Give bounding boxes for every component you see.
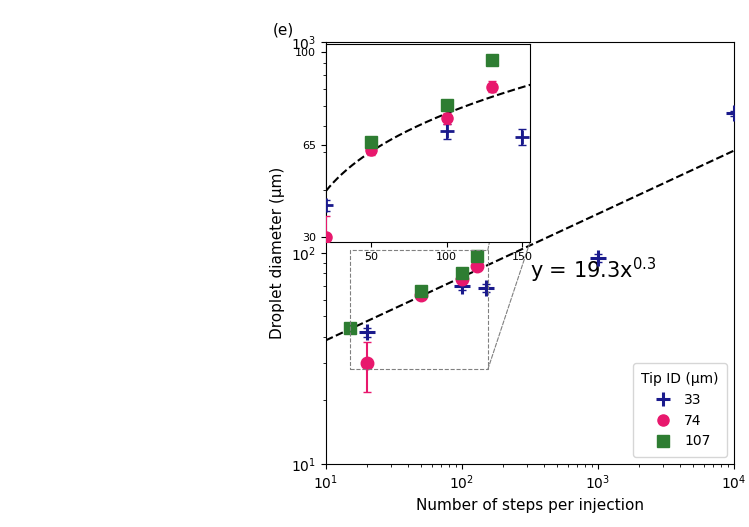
Bar bbox=[350, 250, 488, 369]
Legend: 33, 74, 107: 33, 74, 107 bbox=[633, 363, 727, 457]
Y-axis label: Droplet diameter (μm): Droplet diameter (μm) bbox=[270, 167, 285, 339]
X-axis label: Number of steps per injection: Number of steps per injection bbox=[416, 497, 644, 513]
Text: y = 19.3x$^{0.3}$: y = 19.3x$^{0.3}$ bbox=[530, 256, 656, 285]
Text: (e): (e) bbox=[273, 23, 294, 38]
